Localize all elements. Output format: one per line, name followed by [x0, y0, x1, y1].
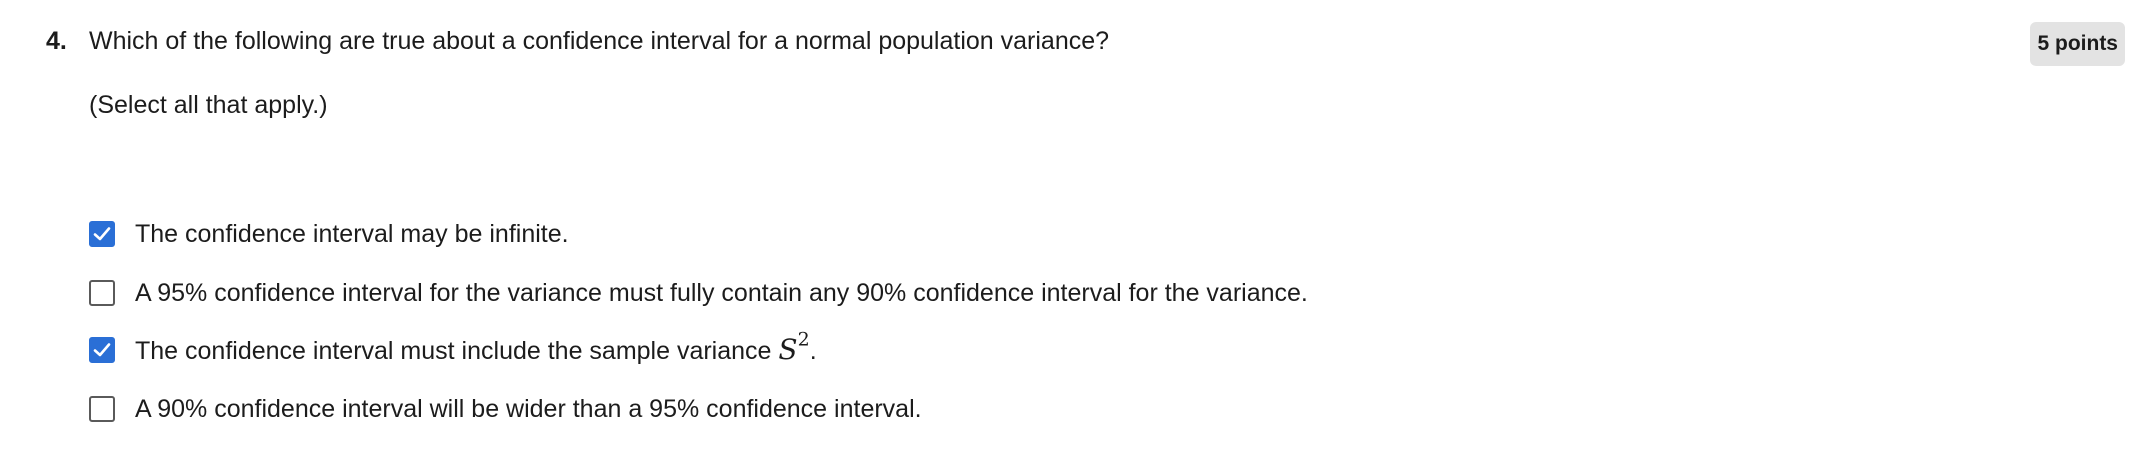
option-2-label-suffix: . [809, 336, 817, 365]
option-2-label: The confidence interval must include the… [135, 330, 817, 368]
option-2[interactable]: The confidence interval must include the… [89, 330, 817, 370]
checkmark-icon [93, 227, 111, 241]
option-2-checkbox[interactable] [89, 337, 115, 363]
math-base: S [778, 332, 798, 366]
option-0-label: The confidence interval may be infinite. [135, 220, 569, 248]
checkmark-icon [93, 343, 111, 357]
question-text: Which of the following are true about a … [89, 27, 1110, 55]
option-0[interactable]: The confidence interval may be infinite. [89, 214, 569, 254]
question-number: 4. [46, 27, 67, 55]
option-1[interactable]: A 95% confidence interval for the varian… [89, 273, 1308, 313]
option-1-label: A 95% confidence interval for the varian… [135, 279, 1308, 307]
question-hint: (Select all that apply.) [89, 91, 328, 119]
math-exponent: 2 [797, 328, 810, 351]
option-3-checkbox[interactable] [89, 396, 115, 422]
option-0-checkbox[interactable] [89, 221, 115, 247]
option-3[interactable]: A 90% confidence interval will be wider … [89, 389, 922, 429]
points-badge: 5 points [2030, 22, 2125, 66]
option-2-label-prefix: The confidence interval must include the… [135, 336, 779, 365]
sample-variance-symbol: S2 [778, 330, 809, 366]
option-3-label: A 90% confidence interval will be wider … [135, 395, 922, 423]
option-1-checkbox[interactable] [89, 280, 115, 306]
